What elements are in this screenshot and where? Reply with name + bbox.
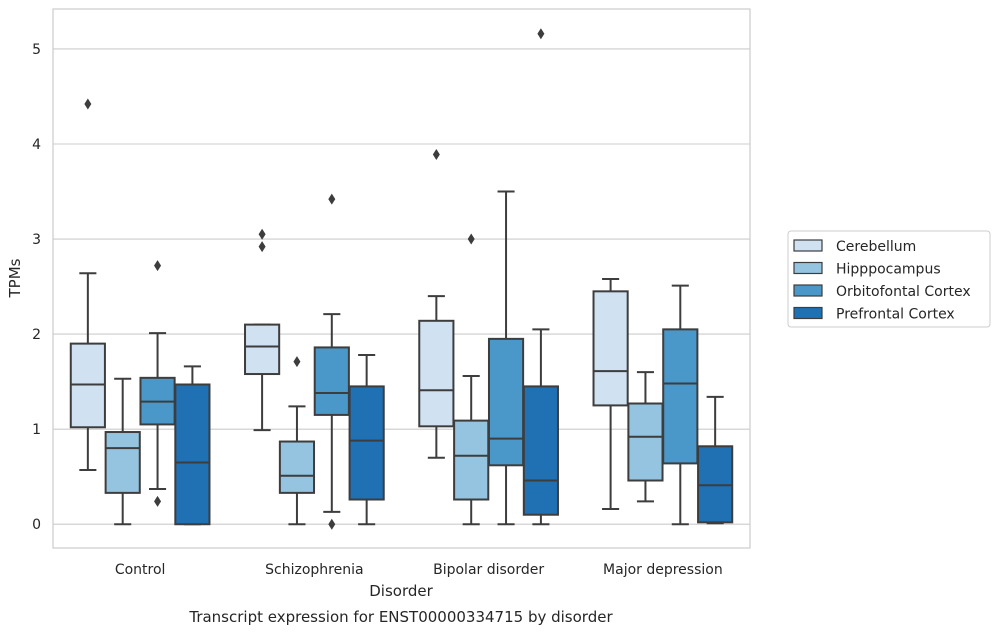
- box-groups: [69, 28, 734, 530]
- outlier-point: [432, 148, 440, 160]
- outlier-point: [328, 193, 336, 205]
- box-orbitofontal-cortex: [487, 190, 525, 526]
- y-tick-label: 1: [32, 422, 41, 438]
- box-iqr: [348, 385, 385, 501]
- box-iqr: [174, 383, 211, 526]
- plot-frame: [52, 8, 751, 549]
- box-prefrontal-cortex: [348, 354, 385, 526]
- y-gridlines: [53, 48, 750, 525]
- y-tick-labels: 0 1 2 3 4 5: [32, 42, 41, 533]
- outlier-point: [258, 241, 266, 253]
- legend-swatch: [793, 284, 823, 297]
- box-prefrontal-cortex: [697, 395, 734, 525]
- outlier-point: [84, 98, 92, 110]
- box-iqr: [592, 290, 629, 407]
- box-hipppocampus: [627, 371, 664, 503]
- y-tick-label: 0: [32, 517, 41, 533]
- box-iqr: [104, 431, 141, 494]
- legend-swatch: [793, 261, 823, 275]
- box-hipppocampus: [453, 233, 490, 526]
- legend: Cerebellum Hipppocampus Orbitofontal Corte…: [787, 230, 991, 328]
- y-axis-title: TPMs: [6, 258, 24, 298]
- box-iqr: [453, 419, 490, 501]
- chart-caption: Transcript expression for ENST0000033471…: [188, 608, 613, 626]
- x-tick-label: Bipolar disorder: [433, 562, 544, 578]
- y-tick-label: 5: [32, 42, 41, 58]
- y-tick-label: 2: [32, 327, 41, 343]
- legend-label: Orbitofontal Cortex: [836, 284, 971, 300]
- box-hipppocampus: [278, 356, 316, 526]
- outlier-point: [328, 518, 336, 530]
- outlier-point: [537, 28, 545, 40]
- box-hipppocampus: [104, 377, 141, 526]
- x-tick-label: Major depression: [603, 562, 723, 578]
- outlier-point: [154, 260, 162, 272]
- box-cerebellum: [592, 277, 629, 511]
- box-iqr: [418, 319, 455, 428]
- x-tick-labels: Control Schizophrenia Bipolar disorder Majo…: [115, 562, 723, 578]
- box-prefrontal-cortex: [522, 28, 559, 526]
- box-cerebellum: [418, 148, 455, 459]
- box-orbitofontal-cortex: [313, 193, 350, 530]
- y-tick-label: 4: [32, 137, 41, 153]
- outlier-point: [154, 495, 162, 507]
- x-tick-label: Control: [115, 562, 166, 578]
- x-axis-title: Disorder: [369, 582, 433, 600]
- box-orbitofontal-cortex: [139, 260, 176, 507]
- outlier-point: [293, 356, 301, 368]
- box-iqr: [244, 323, 281, 376]
- y-tick-label: 3: [32, 232, 41, 248]
- box-cerebellum: [69, 98, 106, 472]
- legend-label: Hipppocampus: [836, 262, 941, 278]
- box-iqr: [313, 346, 350, 416]
- outlier-point: [467, 233, 475, 245]
- legend-label: Cerebellum: [836, 239, 916, 255]
- legend-swatch: [793, 239, 823, 252]
- box-iqr: [662, 328, 699, 465]
- legend-swatch: [793, 306, 823, 320]
- legend-frame: [787, 230, 991, 328]
- box-iqr: [627, 402, 664, 482]
- legend-label: Prefrontal Cortex: [836, 307, 955, 323]
- outlier-point: [258, 228, 266, 240]
- box-iqr: [278, 440, 316, 494]
- box-iqr: [487, 337, 525, 467]
- box-cerebellum: [244, 228, 281, 432]
- box-prefrontal-cortex: [174, 365, 211, 526]
- box-iqr: [522, 385, 559, 516]
- x-tick-label: Schizophrenia: [265, 562, 363, 578]
- box-orbitofontal-cortex: [662, 284, 699, 526]
